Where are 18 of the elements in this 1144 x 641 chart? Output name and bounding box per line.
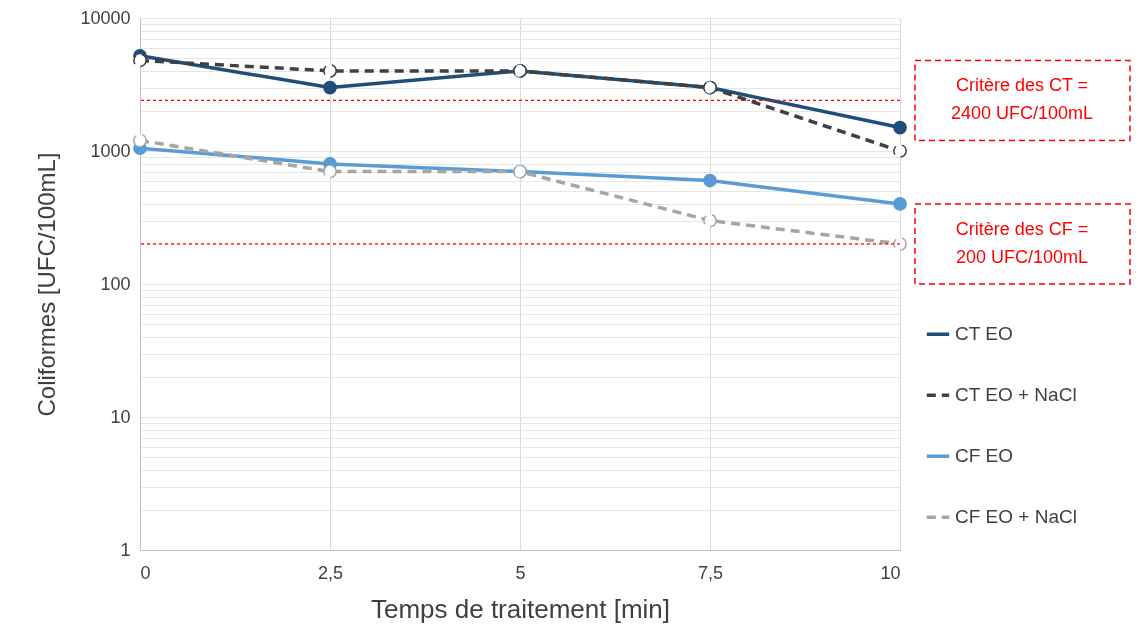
legend-label: CF EO [955,445,1014,467]
x-tick-label: 10 [880,562,901,583]
x-tick-label: 0 [140,562,151,583]
ref-line-label: Critère des CF = 200 UFC/100mL [955,218,1089,267]
x-axis-title: Temps de traitement [min] [370,593,671,624]
x-tick-label: 5 [515,562,526,583]
x-tick-label: 2,5 [317,562,344,583]
legend-label: CF EO + NaCl [955,506,1077,528]
y-tick-label: 1000 [90,140,131,161]
y-tick-label: 10 [110,406,131,427]
x-tick-label: 7,5 [697,562,724,583]
y-tick-label: 100 [100,273,131,294]
legend-label: CT EO + NaCl [955,384,1077,406]
legend-label: CT EO [955,323,1013,345]
y-axis-title: Coliformes [UFC/100mL] [33,152,61,417]
y-tick-label: 1 [120,539,131,560]
y-tick-label: 10000 [80,7,131,28]
ref-line-label: Critère des CT = 2400 UFC/100mL [950,75,1094,124]
